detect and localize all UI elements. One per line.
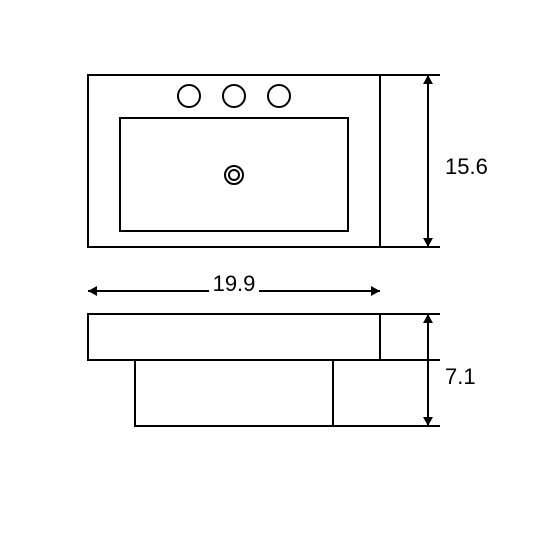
dim-hside-label: 7.1 — [445, 364, 476, 389]
dim-htop-label: 15.6 — [445, 154, 488, 179]
dim-width-label: 19.9 — [213, 271, 256, 296]
canvas-bg — [0, 0, 550, 550]
